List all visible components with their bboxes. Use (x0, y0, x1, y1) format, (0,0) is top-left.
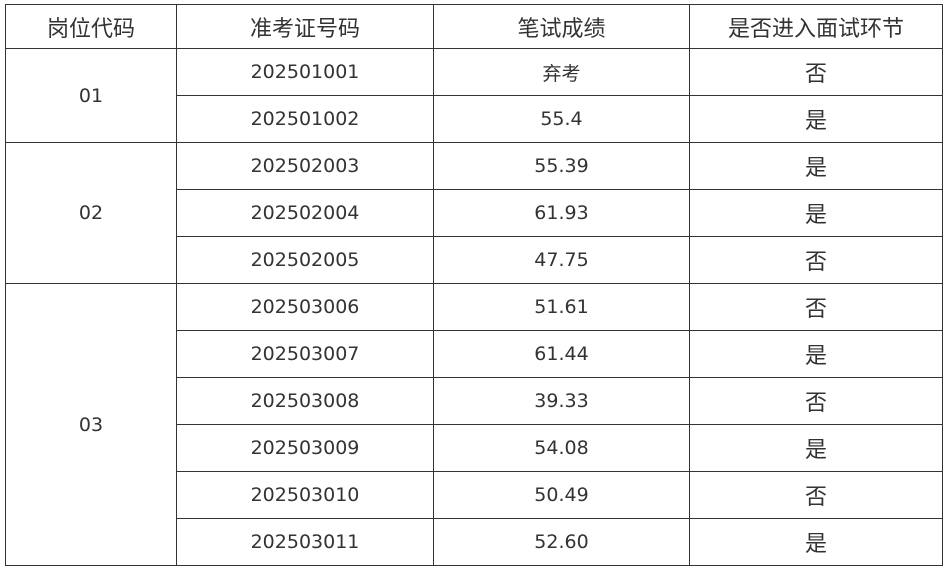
interview-cell: 是 (689, 518, 943, 566)
score-cell: 55.4 (433, 95, 690, 143)
score-cell: 55.39 (433, 142, 690, 190)
table-row: 202503009 54.08 是 (6, 424, 943, 472)
table-row: 02 202502003 55.39 是 (5, 142, 943, 284)
exam-id-cell: 202503009 (176, 424, 434, 472)
header-row: 岗位代码 准考证号码 笔试成绩 是否进入面试环节 (5, 4, 943, 49)
interview-cell: 是 (689, 95, 943, 143)
position-code-cell: 01 (5, 48, 177, 143)
table-row: 202503008 39.33 否 (6, 377, 943, 425)
interview-cell: 是 (689, 189, 943, 237)
results-table: 岗位代码 准考证号码 笔试成绩 是否进入面试环节 01 202501001 弃考否 2… (5, 4, 943, 566)
table-row: 202502004 61.93 是 (6, 189, 943, 237)
header-position-code: 岗位代码 (5, 4, 177, 49)
table-row: 202503010 50.49 否 (6, 471, 943, 519)
score-cell: 51.61 (433, 283, 690, 331)
interview-cell: 是 (689, 424, 943, 472)
position-code-cell: 02 (5, 142, 177, 284)
header-interview: 是否进入面试环节 (689, 4, 943, 49)
table-row: 01 202501001 弃考否 (5, 48, 943, 143)
interview-cell: 否 (689, 377, 943, 425)
interview-cell: 是 (689, 142, 943, 190)
score-cell: 52.60 (433, 518, 690, 566)
interview-cell: 否 (689, 471, 943, 519)
exam-id-cell: 202501002 (176, 95, 434, 143)
interview-cell: 否 (689, 48, 943, 96)
table-row: 202503007 61.44 是 (6, 330, 943, 378)
interview-cell: 是 (689, 330, 943, 378)
table-row: 202503011 52.60 是 (6, 518, 943, 566)
score-cell: 54.08 (433, 424, 690, 472)
exam-id-cell: 202503011 (176, 518, 434, 566)
interview-cell: 否 (689, 283, 943, 331)
table-row: 03 202503006 51.61 否 (5, 283, 943, 566)
exam-id-cell: 202503007 (176, 330, 434, 378)
score-cell: 61.44 (433, 330, 690, 378)
score-cell: 弃考 (433, 48, 690, 96)
interview-cell: 否 (689, 236, 943, 284)
score-cell: 47.75 (433, 236, 690, 284)
exam-id-cell: 202503006 (176, 283, 434, 331)
score-cell: 61.93 (433, 189, 690, 237)
table-row: 202502005 47.75 否 (6, 236, 943, 284)
position-code-cell: 03 (5, 283, 177, 566)
exam-id-cell: 202502003 (176, 142, 434, 190)
score-cell: 50.49 (433, 471, 690, 519)
header-written-score: 笔试成绩 (433, 4, 690, 49)
score-cell: 39.33 (433, 377, 690, 425)
exam-id-cell: 202503008 (176, 377, 434, 425)
header-exam-id: 准考证号码 (176, 4, 434, 49)
exam-id-cell: 202503010 (176, 471, 434, 519)
table-row: 202501002 55.4 是 (6, 95, 943, 143)
exam-id-cell: 202502004 (176, 189, 434, 237)
exam-id-cell: 202501001 (176, 48, 434, 96)
exam-id-cell: 202502005 (176, 236, 434, 284)
